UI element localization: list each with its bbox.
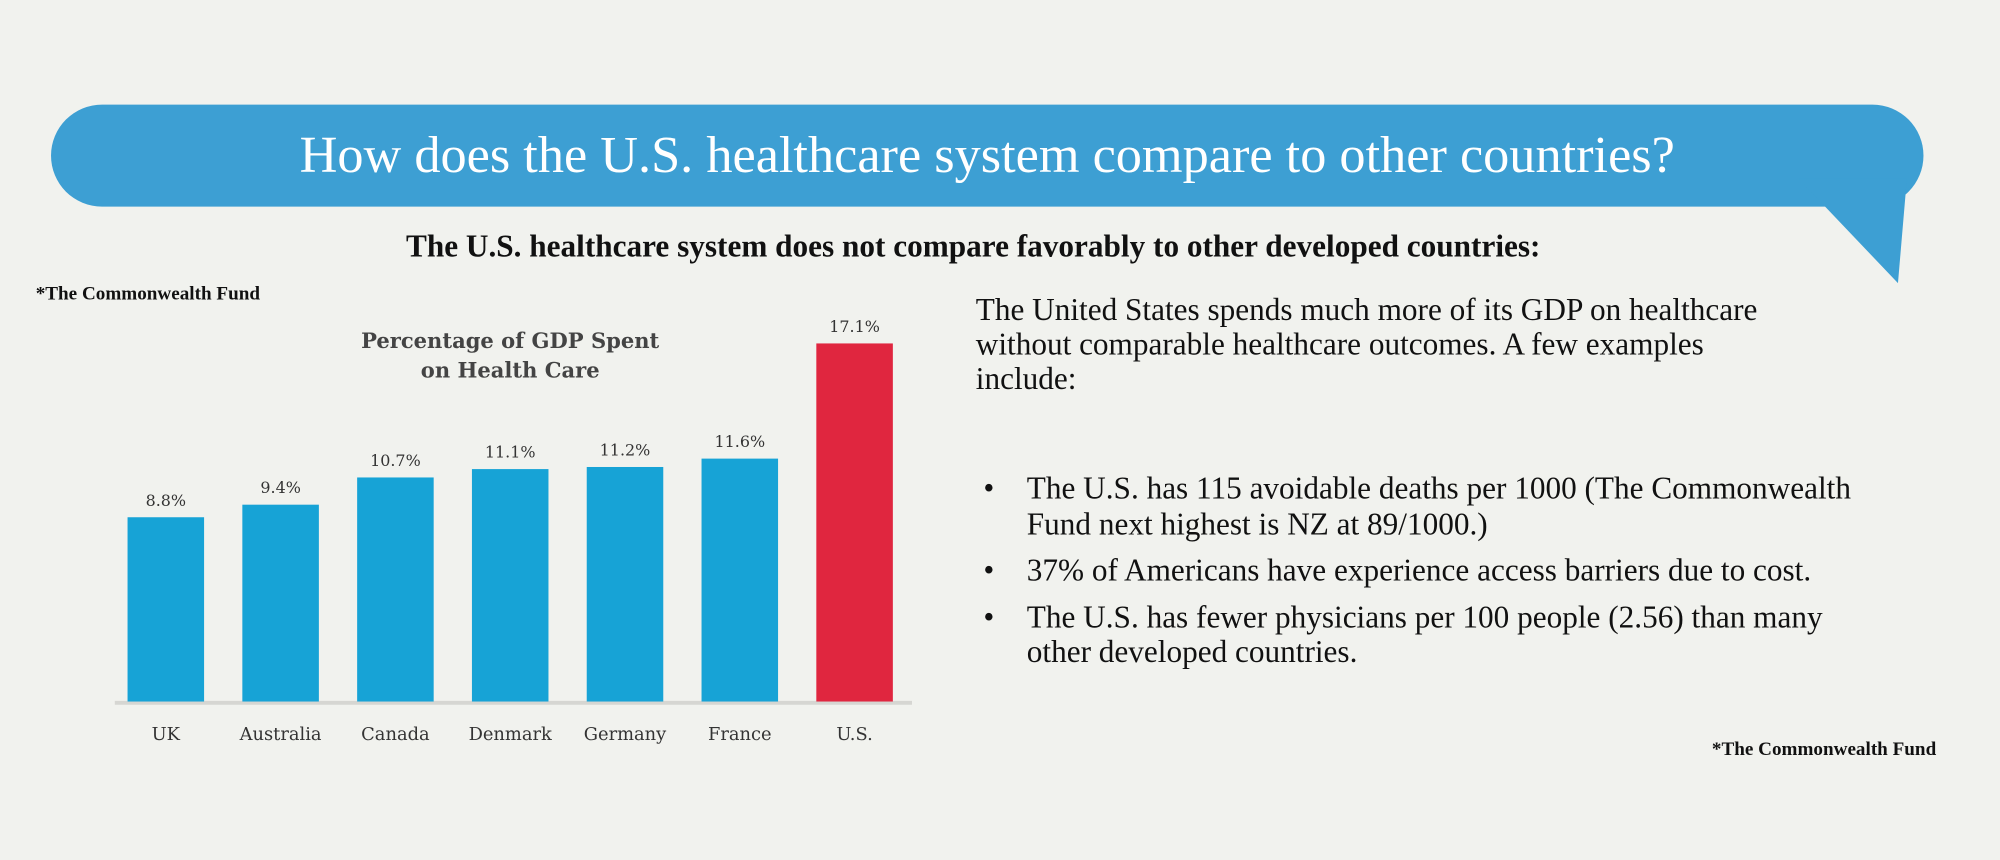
category-label: Canada xyxy=(361,724,430,745)
category-label: Germany xyxy=(584,724,667,745)
list-item: • The U.S. has fewer physicians per 100 p… xyxy=(976,600,1894,670)
list-item-text: The U.S. has fewer physicians per 100 pe… xyxy=(1026,600,1823,670)
bullet-list: • The U.S. has 115 avoidable deaths per 1… xyxy=(976,472,1894,682)
speech-bubble-tail xyxy=(1798,178,1907,284)
data-label: 17.1% xyxy=(829,317,880,336)
list-item: • 37% of Americans have experience access… xyxy=(976,554,1894,589)
bullet-icon: • xyxy=(983,471,995,507)
category-label: UK xyxy=(152,724,181,745)
data-label: 11.1% xyxy=(485,443,536,462)
subtitle: The U.S. healthcare system does not comp… xyxy=(405,229,1541,265)
bar-uk xyxy=(127,517,205,702)
list-item: • The U.S. has 115 avoidable deaths per 1… xyxy=(976,472,1894,542)
chart-title-line: Percentage of GDP Spent xyxy=(361,329,660,354)
category-label: France xyxy=(708,724,772,745)
category-label: Denmark xyxy=(469,724,552,745)
bar-australia xyxy=(242,504,319,702)
chart-title-line: on Health Care xyxy=(420,358,600,383)
bar-chart: 8.8% UK 9.4% Australia 10.7% Canada 11.1% Denma… xyxy=(114,317,912,745)
bar-canada xyxy=(357,477,434,702)
chart-title: Percentage of GDP Spent on Health Care xyxy=(255,327,765,386)
data-label: 10.7% xyxy=(370,451,421,470)
bar-denmark xyxy=(471,469,549,702)
category-label: U.S. xyxy=(836,724,872,745)
page-title: How does the U.S. healthcare system comp… xyxy=(299,124,1675,184)
bar-us xyxy=(816,343,893,702)
category-label: Australia xyxy=(239,724,322,745)
bullet-icon: • xyxy=(983,553,995,589)
data-label: 9.4% xyxy=(260,478,301,497)
intro-paragraph: The United States spends much more of it… xyxy=(975,293,1758,397)
bullet-icon: • xyxy=(983,600,995,635)
list-item-text: 37% of Americans have experience access … xyxy=(1026,553,1812,589)
source-note-right: *The Commonwealth Fund xyxy=(1711,739,1937,761)
data-label: 11.2% xyxy=(600,441,651,460)
speech-bubble xyxy=(51,104,1924,207)
data-label: 11.6% xyxy=(714,432,765,451)
source-note-left: *The Commonwealth Fund xyxy=(35,284,261,305)
data-label: 8.8% xyxy=(146,491,187,510)
bar-germany xyxy=(586,466,664,702)
bar-france xyxy=(701,458,779,702)
list-item-text: The U.S. has 115 avoidable deaths per 10… xyxy=(1026,471,1851,542)
